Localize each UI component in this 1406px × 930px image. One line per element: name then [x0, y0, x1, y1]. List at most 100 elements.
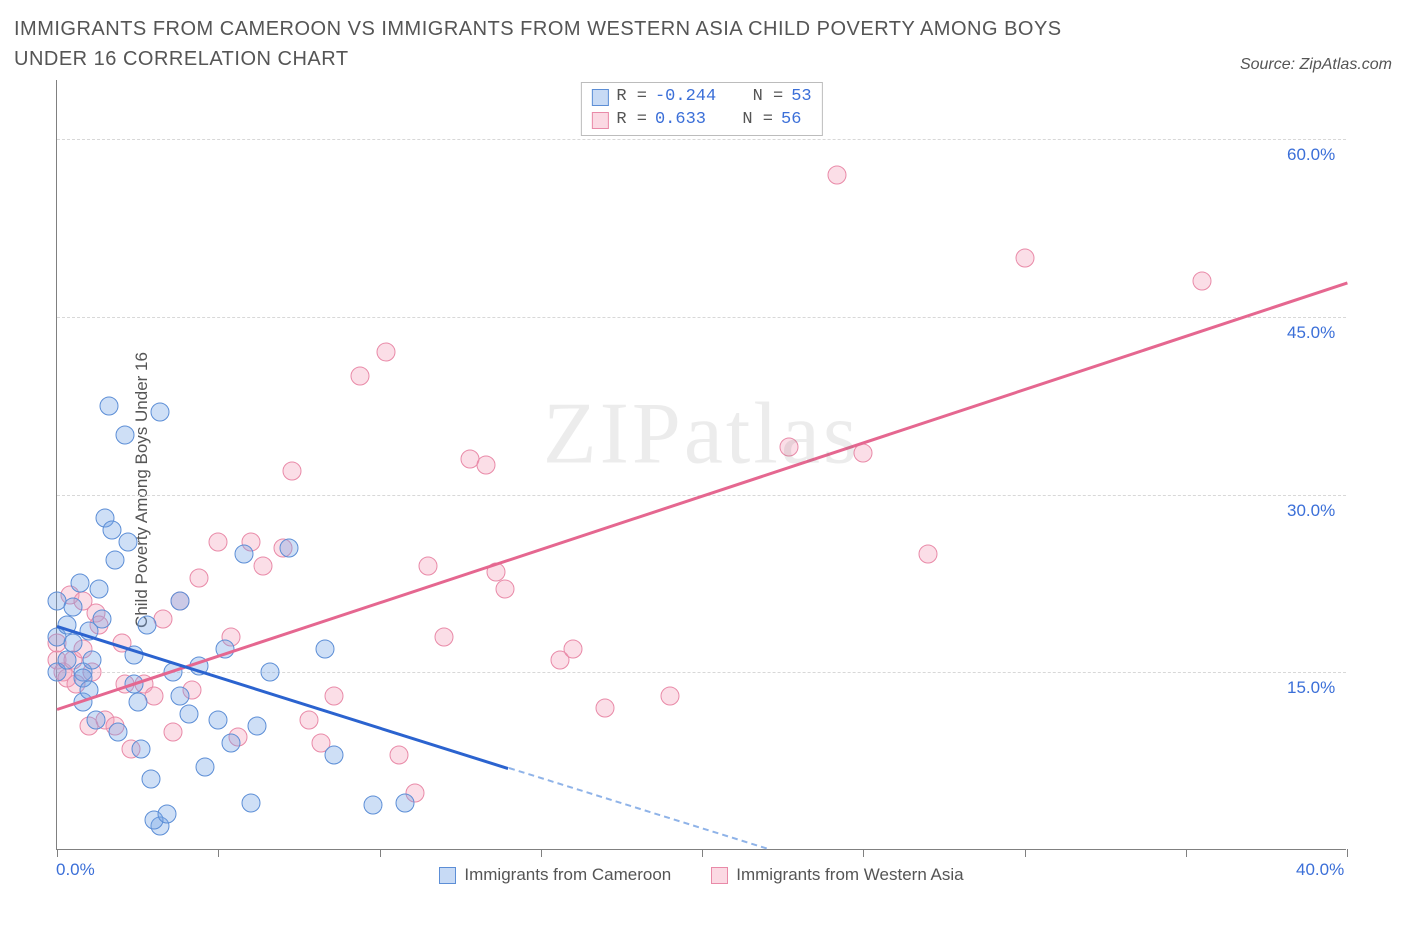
- data-point: [325, 746, 344, 765]
- data-point: [828, 165, 847, 184]
- data-point: [99, 396, 118, 415]
- chart-title: IMMIGRANTS FROM CAMEROON VS IMMIGRANTS F…: [14, 14, 1114, 74]
- data-point: [1015, 248, 1034, 267]
- x-axis-max-label: 40.0%: [1296, 860, 1344, 880]
- stats-legend-row: R = -0.244 N = 53: [591, 86, 811, 109]
- data-point: [209, 710, 228, 729]
- x-tick: [218, 849, 219, 857]
- data-point: [180, 704, 199, 723]
- data-point: [170, 592, 189, 611]
- gridline: [57, 139, 1346, 140]
- n-value: 53: [791, 86, 811, 109]
- data-point: [196, 758, 215, 777]
- data-point: [780, 438, 799, 457]
- data-point: [241, 793, 260, 812]
- x-tick: [57, 849, 58, 857]
- stats-legend: R =-0.244 N =53R = 0.633 N =56: [580, 82, 822, 136]
- data-point: [280, 538, 299, 557]
- x-tick: [1347, 849, 1348, 857]
- data-point: [364, 795, 383, 814]
- data-point: [141, 769, 160, 788]
- legend-swatch: [711, 867, 728, 884]
- data-point: [376, 343, 395, 362]
- data-point: [496, 580, 515, 599]
- data-point: [89, 580, 108, 599]
- data-point: [64, 598, 83, 617]
- data-point: [315, 639, 334, 658]
- y-tick-label: 45.0%: [1287, 323, 1335, 343]
- data-point: [115, 426, 134, 445]
- data-point: [86, 710, 105, 729]
- data-point: [222, 734, 241, 753]
- x-tick: [702, 849, 703, 857]
- n-label: N =: [742, 109, 773, 132]
- x-tick: [1025, 849, 1026, 857]
- data-point: [70, 574, 89, 593]
- data-point: [170, 687, 189, 706]
- legend-swatch: [591, 89, 608, 106]
- data-point: [283, 461, 302, 480]
- x-tick: [863, 849, 864, 857]
- data-point: [389, 746, 408, 765]
- data-point: [396, 793, 415, 812]
- data-point: [151, 402, 170, 421]
- stats-legend-row: R = 0.633 N =56: [591, 109, 811, 132]
- data-point: [596, 698, 615, 717]
- data-point: [189, 568, 208, 587]
- y-tick-label: 15.0%: [1287, 678, 1335, 698]
- legend-item: Immigrants from Cameroon: [439, 865, 671, 885]
- legend-swatch: [591, 112, 608, 129]
- data-point: [93, 610, 112, 629]
- legend-label: Immigrants from Western Asia: [736, 865, 963, 885]
- n-label: N =: [753, 86, 784, 109]
- data-point: [83, 651, 102, 670]
- x-tick: [541, 849, 542, 857]
- legend-label: Immigrants from Cameroon: [464, 865, 671, 885]
- data-point: [64, 633, 83, 652]
- gridline: [57, 317, 1346, 318]
- y-tick-label: 30.0%: [1287, 501, 1335, 521]
- data-point: [235, 544, 254, 563]
- data-point: [325, 687, 344, 706]
- series-legend: Immigrants from Cameroon Immigrants from …: [57, 865, 1346, 885]
- watermark: ZIPatlas: [543, 383, 860, 484]
- x-axis-min-label: 0.0%: [56, 860, 95, 880]
- x-tick: [380, 849, 381, 857]
- data-point: [435, 627, 454, 646]
- r-value: -0.244: [655, 86, 716, 109]
- data-point: [299, 710, 318, 729]
- trend-line: [508, 767, 767, 849]
- data-point: [131, 740, 150, 759]
- data-point: [247, 716, 266, 735]
- data-point: [476, 456, 495, 475]
- data-point: [109, 722, 128, 741]
- data-point: [854, 444, 873, 463]
- data-point: [138, 615, 157, 634]
- data-point: [164, 722, 183, 741]
- x-tick: [1186, 849, 1187, 857]
- data-point: [564, 639, 583, 658]
- data-point: [209, 533, 228, 552]
- data-point: [351, 367, 370, 386]
- data-point: [106, 550, 125, 569]
- plot-area: ZIPatlas R =-0.244 N =53R = 0.633 N =56 …: [56, 80, 1346, 850]
- trend-line: [57, 281, 1348, 710]
- data-point: [118, 533, 137, 552]
- legend-item: Immigrants from Western Asia: [711, 865, 963, 885]
- r-value: 0.633: [655, 109, 706, 132]
- data-point: [1192, 272, 1211, 291]
- y-tick-label: 60.0%: [1287, 145, 1335, 165]
- chart-container: Child Poverty Among Boys Under 16 ZIPatl…: [14, 80, 1392, 900]
- data-point: [660, 687, 679, 706]
- legend-swatch: [439, 867, 456, 884]
- data-point: [157, 805, 176, 824]
- data-point: [128, 692, 147, 711]
- source-label: Source: ZipAtlas.com: [1240, 56, 1392, 74]
- data-point: [418, 556, 437, 575]
- data-point: [260, 663, 279, 682]
- data-point: [254, 556, 273, 575]
- data-point: [918, 544, 937, 563]
- gridline: [57, 672, 1346, 673]
- r-label: R =: [616, 86, 647, 109]
- n-value: 56: [781, 109, 801, 132]
